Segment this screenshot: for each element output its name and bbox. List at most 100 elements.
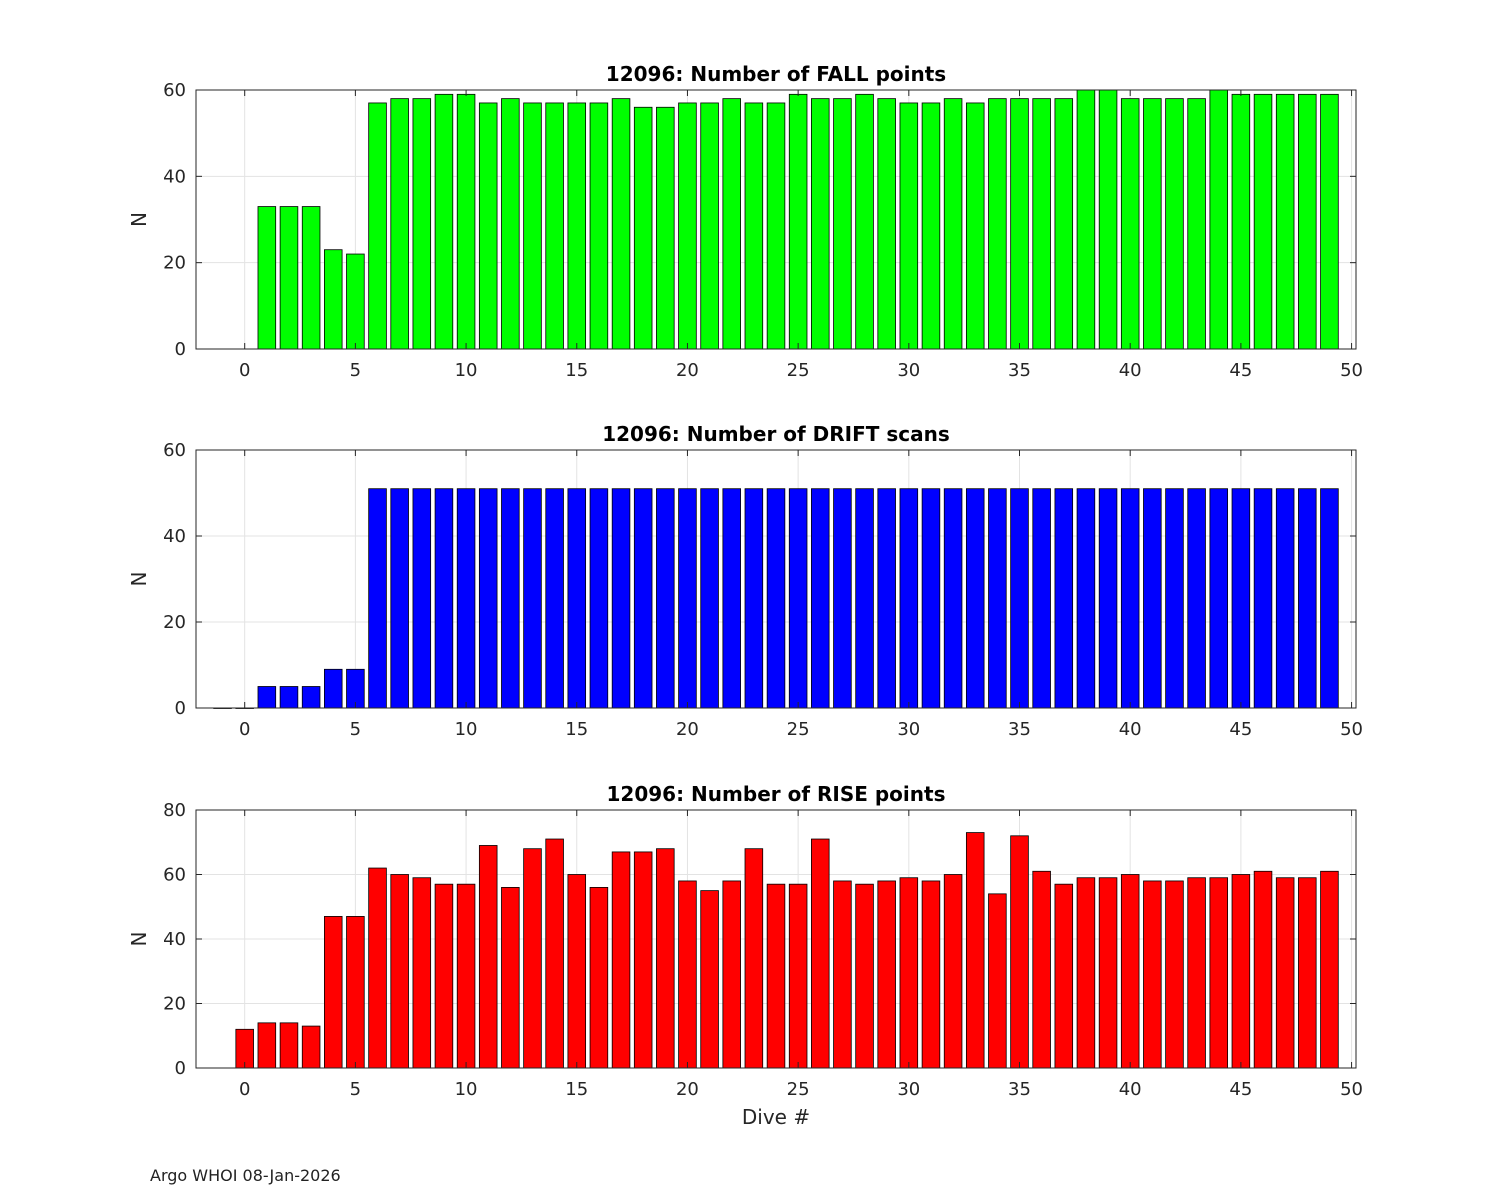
bar (390, 98, 409, 350)
bar (1010, 835, 1029, 1069)
y-tick-label: 0 (175, 1058, 186, 1079)
bar (1054, 98, 1074, 350)
bar (722, 488, 741, 709)
bar (656, 106, 675, 350)
bar (1231, 93, 1251, 350)
x-tick-label: 25 (787, 1079, 810, 1100)
bar (700, 488, 719, 709)
bar (523, 488, 542, 709)
bar (1231, 874, 1251, 1069)
bar (478, 845, 498, 1069)
bar (722, 880, 741, 1069)
bar (1253, 870, 1273, 1069)
bar (1187, 877, 1206, 1069)
bar (456, 488, 476, 709)
bar (545, 488, 564, 709)
bar (545, 838, 564, 1069)
bar (456, 883, 476, 1069)
bar (1120, 488, 1140, 709)
x-tick-label: 10 (455, 360, 478, 381)
bar (788, 93, 808, 350)
bar (567, 874, 587, 1069)
bar (1275, 93, 1295, 350)
bar (1298, 488, 1317, 709)
chart-panel-1: 0 5 10 15 20 25 30 35 40 45 50 0 20 40 60 12096: Number… (127, 62, 1363, 381)
bar (1010, 488, 1029, 709)
bar (678, 488, 697, 709)
y-tick-label: 20 (163, 612, 186, 633)
bar (943, 488, 963, 709)
bar (899, 102, 919, 350)
bar (1253, 488, 1273, 709)
bar (855, 883, 874, 1069)
y-axis-label: N (127, 212, 151, 227)
y-tick-label: 80 (163, 800, 186, 821)
bar (1320, 870, 1339, 1069)
bar (1098, 488, 1118, 709)
x-tick-label: 5 (350, 1079, 361, 1100)
bar (943, 98, 963, 350)
bar (257, 686, 277, 709)
x-tick-label: 30 (897, 719, 920, 740)
bar (1120, 874, 1140, 1069)
bar (523, 102, 542, 350)
bar (1143, 488, 1162, 709)
bar (833, 488, 852, 709)
bar (611, 98, 631, 350)
bar (1275, 488, 1295, 709)
bar (855, 488, 874, 709)
bar (788, 488, 808, 709)
x-tick-label: 30 (897, 1079, 920, 1100)
x-tick-label: 5 (350, 719, 361, 740)
bar (323, 916, 343, 1069)
bar (1165, 488, 1184, 709)
bar (744, 848, 764, 1069)
bar (589, 887, 609, 1069)
bar (988, 98, 1007, 350)
bar (877, 880, 896, 1069)
bar (412, 98, 432, 350)
bar (368, 867, 387, 1069)
x-tick-label: 20 (676, 719, 699, 740)
chart-panel-3: 0 5 10 15 20 25 30 35 40 45 50 0 20 40 60 80 12096: Numb… (127, 782, 1363, 1129)
chart-title: 12096: Number of RISE points (607, 782, 946, 806)
bar (1253, 93, 1273, 350)
bar (722, 98, 741, 350)
bar (567, 488, 587, 709)
y-tick-label: 60 (163, 865, 186, 886)
bar (346, 916, 365, 1069)
bar (1187, 98, 1206, 350)
bar (279, 206, 299, 350)
bar (1165, 880, 1184, 1069)
bar (523, 848, 542, 1069)
bar (301, 1025, 321, 1069)
bar (1187, 488, 1206, 709)
bar (1032, 870, 1051, 1069)
bar (899, 877, 919, 1069)
bar (1209, 877, 1229, 1069)
bar (1275, 877, 1295, 1069)
y-axis-label: N (127, 932, 151, 947)
x-tick-label: 20 (676, 360, 699, 381)
bar (678, 102, 697, 350)
bar (501, 887, 520, 1069)
bar (965, 488, 985, 709)
bar (855, 93, 874, 350)
x-tick-label: 50 (1340, 719, 1363, 740)
bar (1231, 488, 1251, 709)
bar (501, 488, 520, 709)
bar (368, 488, 387, 709)
x-tick-label: 0 (239, 360, 250, 381)
x-tick-label: 0 (239, 1079, 250, 1100)
x-tick-label: 5 (350, 360, 361, 381)
bar (368, 102, 387, 350)
x-tick-label: 50 (1340, 360, 1363, 381)
bar (766, 883, 786, 1069)
bar (788, 883, 808, 1069)
bar (323, 249, 343, 350)
y-tick-label: 0 (175, 339, 186, 360)
x-tick-label: 0 (239, 719, 250, 740)
bar (1010, 98, 1029, 350)
y-tick-label: 40 (163, 526, 186, 547)
